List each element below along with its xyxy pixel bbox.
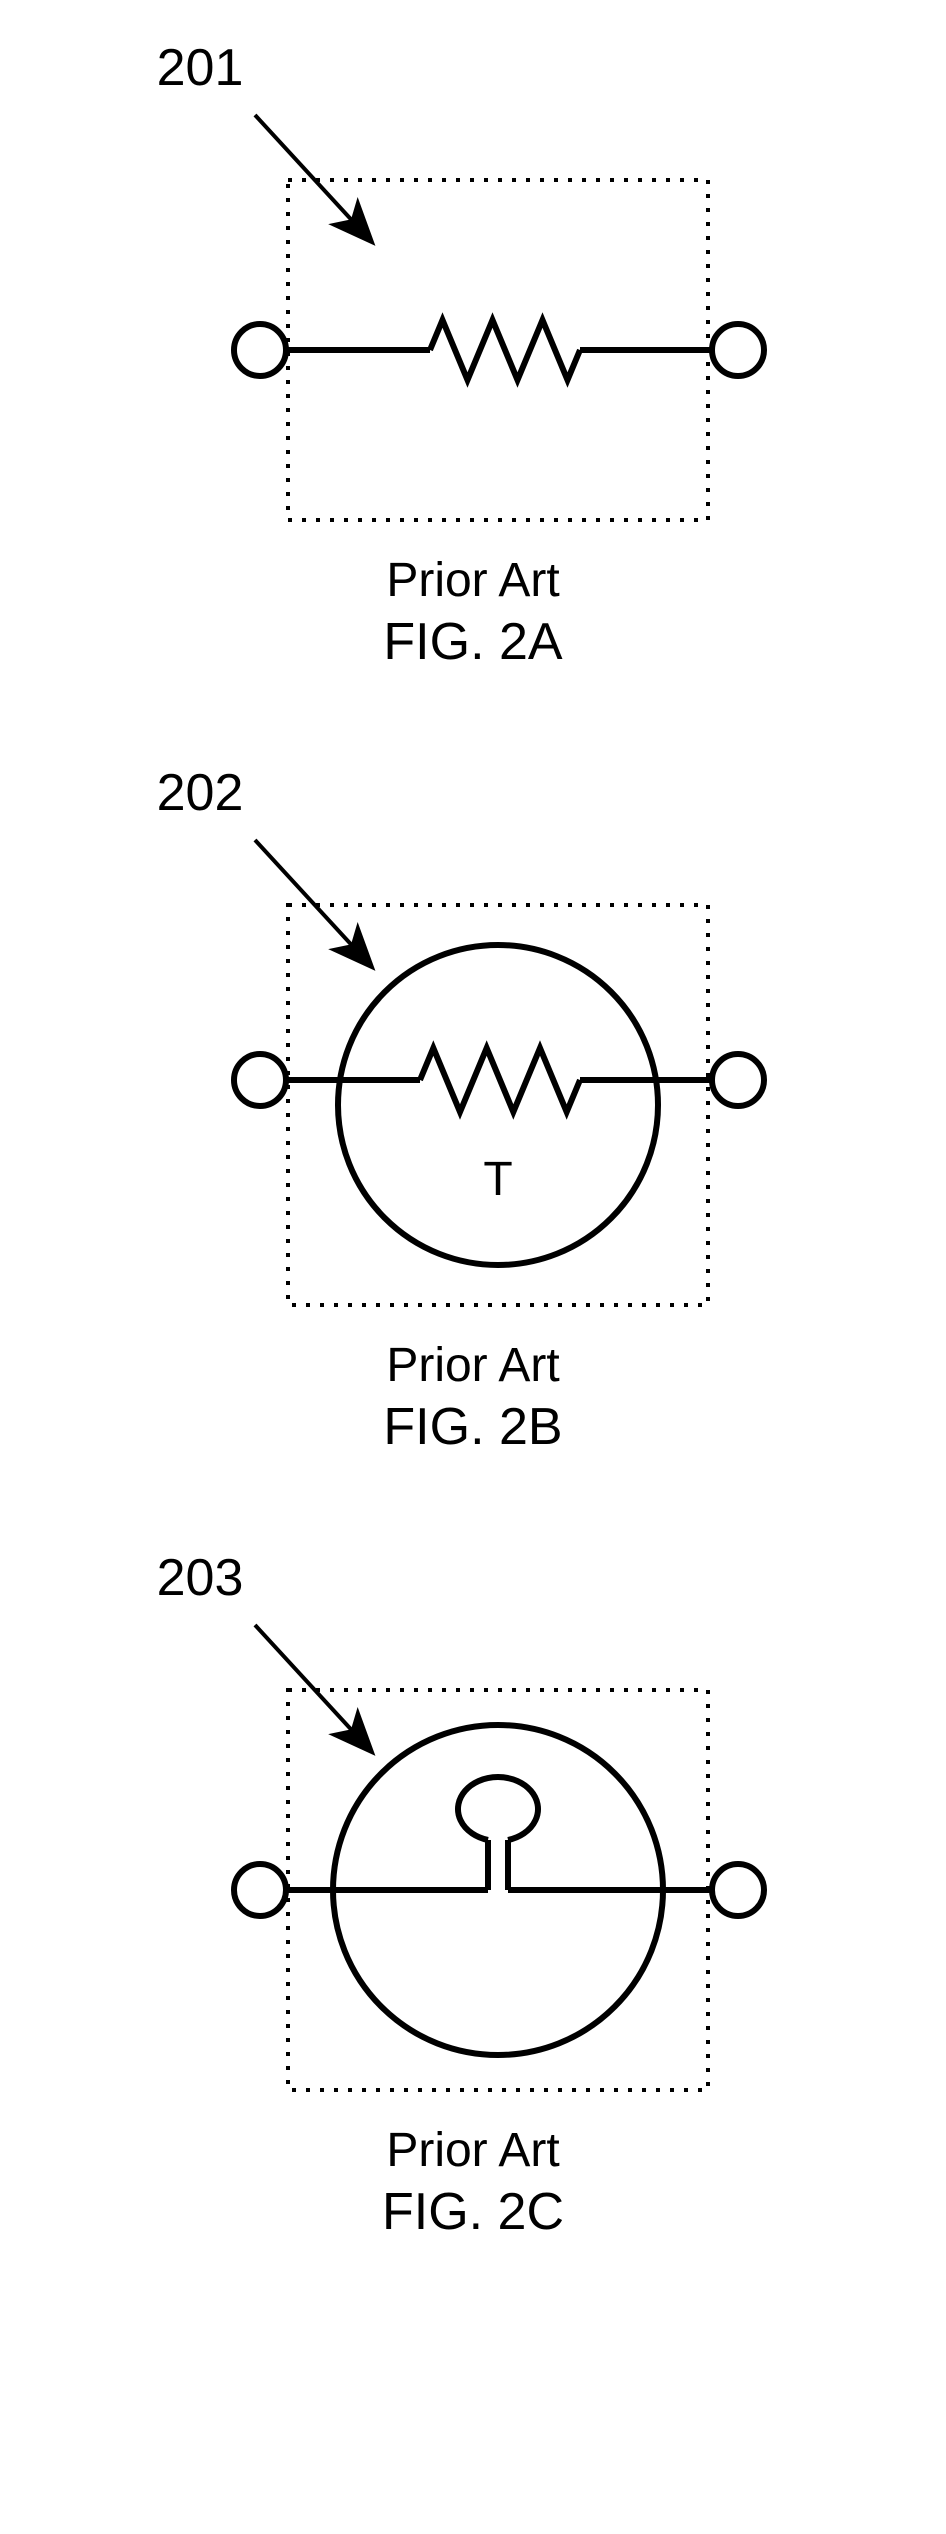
reference-numeral: 202 <box>157 764 244 822</box>
caption-prior-art-b: Prior Art <box>0 1340 946 1393</box>
reference-numeral: 201 <box>157 39 244 97</box>
terminal-node <box>234 324 286 376</box>
caption-prior-art-a: Prior Art <box>0 555 946 608</box>
caption-fig-label-c: FIG. 2C <box>0 2184 946 2241</box>
terminal-node <box>712 324 764 376</box>
terminal-node <box>234 1864 286 1916</box>
thermistor-letter: T <box>483 1153 512 1206</box>
caption-prior-art-c: Prior Art <box>0 2125 946 2178</box>
resistor-symbol <box>420 1048 580 1112</box>
resistor-symbol <box>430 320 580 380</box>
component-boundary-box <box>288 905 708 1305</box>
filament-loop <box>458 1777 538 1840</box>
caption-fig-label-b: FIG. 2B <box>0 1399 946 1456</box>
caption-fig-2a: Prior Art FIG. 2A <box>0 555 946 671</box>
terminal-node <box>234 1054 286 1106</box>
reference-arrow <box>255 1625 370 1750</box>
terminal-node <box>712 1864 764 1916</box>
terminal-node <box>712 1054 764 1106</box>
caption-fig-label-a: FIG. 2A <box>0 614 946 671</box>
reference-arrow <box>255 840 370 965</box>
thermistor-envelope <box>338 945 658 1265</box>
reference-numeral: 203 <box>157 1549 244 1607</box>
caption-fig-2b: Prior Art FIG. 2B <box>0 1340 946 1456</box>
caption-fig-2c: Prior Art FIG. 2C <box>0 2125 946 2241</box>
reference-arrow <box>255 115 370 240</box>
